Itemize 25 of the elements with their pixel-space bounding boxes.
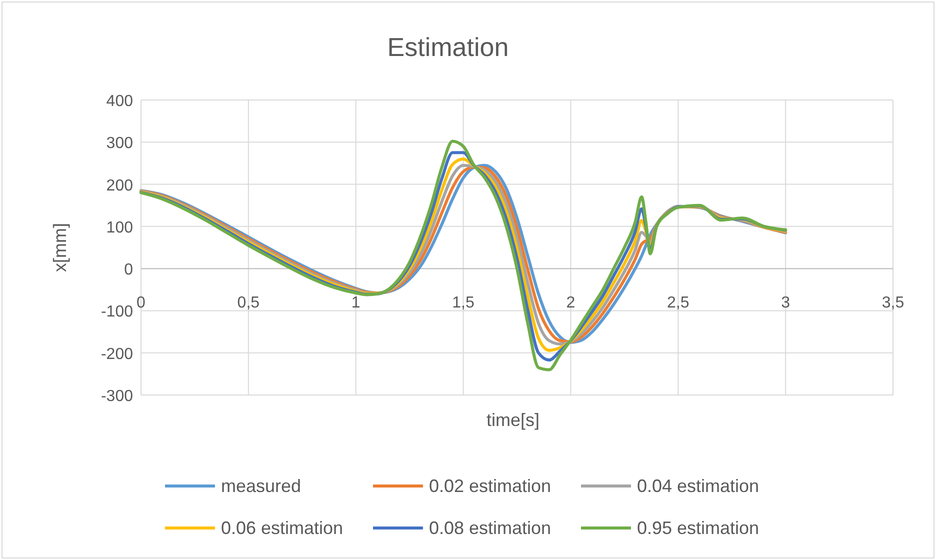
legend-label: 0.02 estimation (429, 476, 552, 496)
y-tick-label: 200 (106, 177, 134, 194)
x-tick-label: 0 (136, 294, 146, 312)
x-tick-label: 2 (566, 294, 576, 312)
legend-label: 0.04 estimation (637, 476, 760, 496)
x-tick-label: 1,5 (452, 294, 475, 312)
y-tick-label: -200 (100, 346, 134, 363)
x-axis-title: time[s] (486, 410, 540, 430)
y-tick-label: 300 (106, 135, 134, 152)
x-tick-label: 1 (351, 294, 360, 312)
chart-title: Estimation (387, 32, 509, 62)
legend-label: measured (221, 476, 302, 496)
x-tick-label: 0,5 (237, 294, 260, 312)
x-tick-label: 2,5 (667, 294, 690, 312)
y-tick-label: 0 (124, 262, 134, 279)
legend-label: 0.06 estimation (221, 518, 344, 538)
y-tick-label: -300 (100, 388, 134, 405)
y-tick-label: 400 (106, 93, 134, 110)
legend-label: 0.08 estimation (429, 518, 552, 538)
y-tick-label: 100 (106, 219, 134, 236)
y-axis-title: x[mm] (50, 223, 70, 272)
legend-label: 0.95 estimation (637, 518, 760, 538)
x-tick-label: 3 (781, 294, 790, 312)
y-tick-label: -100 (100, 304, 134, 321)
x-tick-label: 3,5 (882, 294, 904, 312)
